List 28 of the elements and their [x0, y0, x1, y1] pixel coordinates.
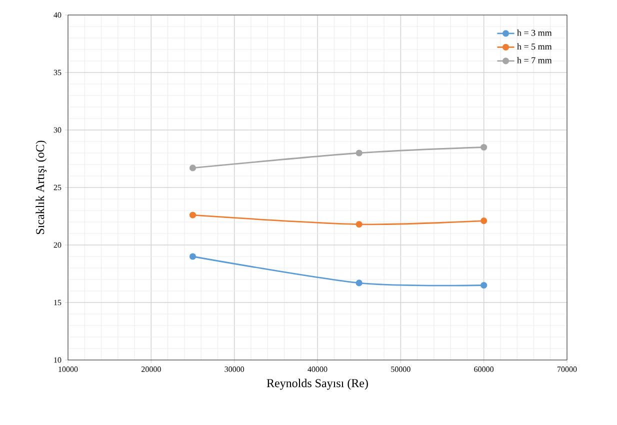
point	[189, 164, 196, 172]
x-tick-label: 50000	[391, 366, 410, 372]
y-tick-label: 25	[54, 184, 62, 190]
point	[356, 280, 362, 286]
y-tick-label: 35	[54, 70, 62, 76]
point	[480, 144, 488, 151]
y-axis-title: Sıcaklık Artışı (oC)	[36, 140, 47, 234]
x-tick-label: 70000	[558, 366, 577, 372]
x-tick-label: 20000	[142, 366, 161, 372]
point	[356, 220, 362, 228]
x-tick-label: 60000	[474, 366, 494, 372]
x-tick-label: 30000	[224, 366, 244, 372]
y-tick-label: 20	[54, 242, 62, 248]
x-tick-label: 10000	[58, 366, 78, 372]
point	[480, 218, 488, 224]
point	[189, 212, 196, 218]
y-tick-label: 30	[54, 127, 62, 133]
legend-label: h = 5 mm	[517, 43, 552, 50]
legend-label: h = 7 mm	[517, 57, 552, 64]
point	[356, 150, 362, 156]
y-tick-label: 40	[54, 12, 62, 18]
x-axis-title: Reynolds Sayısı (Re)	[266, 378, 368, 390]
point	[480, 282, 488, 289]
y-tick-label: 15	[54, 300, 62, 306]
x-tick-label: 40000	[308, 366, 328, 372]
point	[189, 253, 196, 260]
legend-label: h = 3 mm	[517, 30, 552, 36]
y-tick-label: 10	[54, 357, 62, 363]
